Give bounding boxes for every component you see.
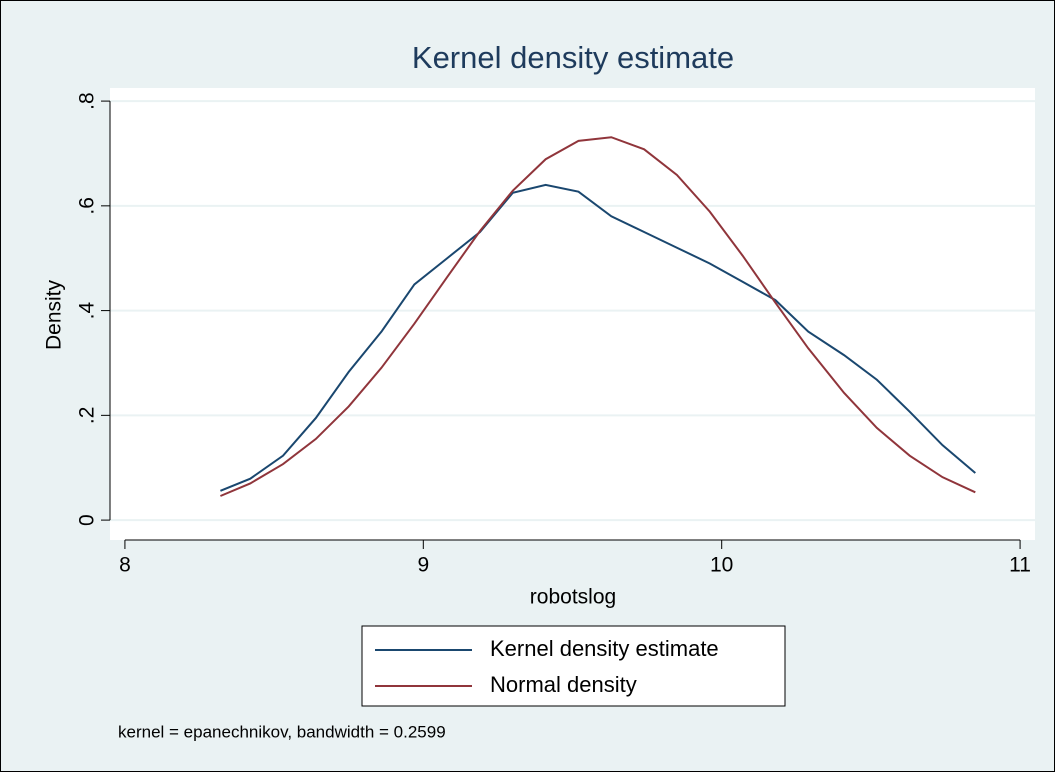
x-tick-label: 11 <box>1009 554 1031 577</box>
y-axis-label: Density <box>43 279 66 350</box>
x-tick-label: 8 <box>119 554 131 577</box>
legend-box <box>361 625 786 707</box>
legend-label: Kernel density estimate <box>490 636 719 661</box>
line-series <box>220 136 976 497</box>
legend-label: Normal density <box>490 672 637 697</box>
y-tick-label: .8 <box>76 92 99 110</box>
plot-region <box>110 88 1035 540</box>
chart-title: Kernel density estimate <box>412 40 734 75</box>
x-axis-label: robotslog <box>530 586 616 609</box>
y-tick-label: .6 <box>76 197 99 215</box>
line-series <box>220 183 976 492</box>
y-tick-label: 0 <box>76 514 99 526</box>
x-tick-label: 9 <box>417 554 429 577</box>
y-tick-label: .2 <box>76 407 99 425</box>
y-tick-label: .4 <box>76 302 99 320</box>
x-tick-label: 10 <box>710 554 733 577</box>
note: kernel = epanechnikov, bandwidth = 0.259… <box>118 722 446 741</box>
